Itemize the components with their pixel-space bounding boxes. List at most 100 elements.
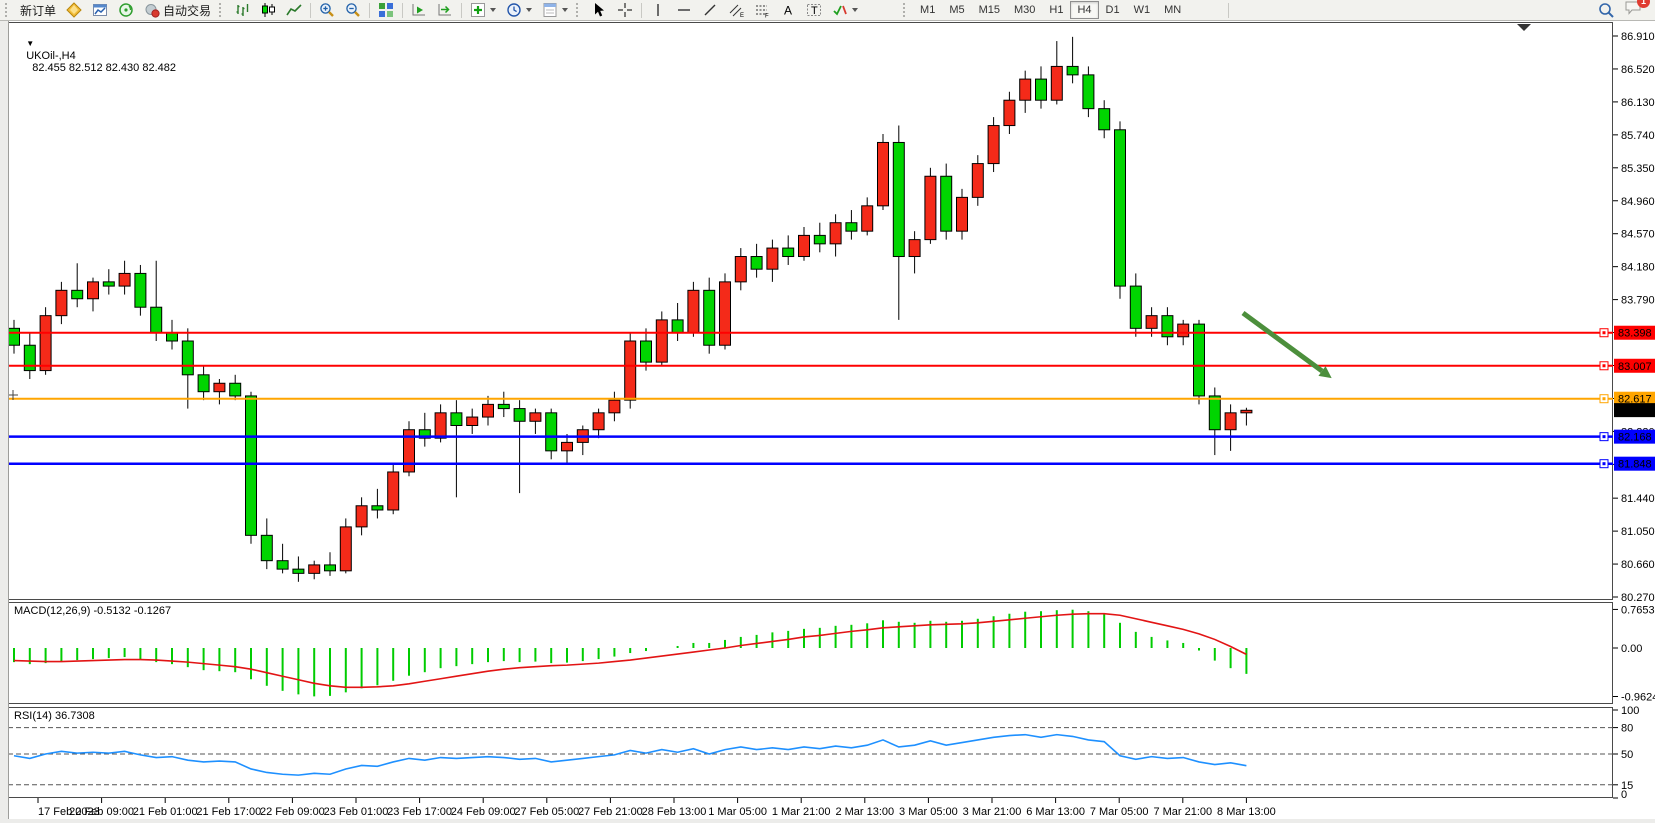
candle-up [719, 281, 731, 346]
auto-scroll-button[interactable] [406, 0, 432, 21]
candle-up [118, 272, 131, 287]
timeframe-w1-button[interactable]: W1 [1133, 4, 1151, 16]
vertical-line-button[interactable] [645, 0, 671, 21]
new-order-label: 新订单 [20, 3, 57, 18]
equidistant-channel-button[interactable]: E [723, 0, 749, 21]
chevron-down-icon [526, 8, 533, 12]
chart-symbol-period: UKOil-,H4 [26, 50, 76, 62]
macd-panel-frame [8, 602, 1613, 704]
indicators-button[interactable] [465, 0, 501, 21]
down-arrow-annotation[interactable] [1241, 310, 1324, 374]
timeframe-m30-button[interactable]: M30 [1014, 4, 1036, 16]
zoom-out-button[interactable] [340, 0, 366, 21]
search-button[interactable] [1593, 0, 1620, 21]
candle-down [845, 222, 858, 232]
crosshair-button[interactable] [612, 0, 638, 21]
chart-shift-button[interactable] [432, 0, 458, 21]
market-watch-button[interactable] [87, 0, 113, 21]
price-tick-label: 85.740 [1621, 130, 1655, 142]
gold-diamond-icon [66, 2, 82, 18]
timeframe-m15-button[interactable]: M15 [978, 4, 1000, 16]
templates-button[interactable] [537, 0, 573, 21]
candle-up [55, 289, 68, 317]
metaquotes-button[interactable] [61, 0, 87, 21]
chart-ohlc-quote: 82.455 82.512 82.430 82.482 [32, 62, 176, 74]
candle-up [1240, 409, 1253, 414]
price-tick-label: 86.910 [1621, 31, 1655, 43]
tile-windows-button[interactable] [373, 0, 399, 21]
autotrading-button[interactable]: 自动交易 [139, 0, 216, 21]
trendline-button[interactable] [697, 0, 723, 21]
text-label-button[interactable]: T [801, 0, 827, 21]
timeframe-mn-button[interactable]: MN [1164, 4, 1182, 16]
candlestick-chart-button[interactable] [255, 0, 281, 21]
rsi-tick-label: 15 [1621, 780, 1633, 792]
template-icon [543, 3, 557, 17]
timeframe-d1-button[interactable]: D1 [1105, 4, 1120, 16]
candle-down [229, 382, 242, 397]
arrow-objects-icon [833, 5, 847, 16]
candle-down [181, 340, 194, 376]
time-tick-label: 17 Feb 2023 [38, 806, 100, 818]
time-tick-label: 24 Feb 09:00 [451, 806, 516, 818]
candle-up [1224, 412, 1237, 431]
notifications-button[interactable]: 1 [1624, 0, 1650, 21]
cursor-button[interactable] [586, 0, 612, 21]
new-order-button[interactable]: 新订单 [15, 0, 61, 21]
candle-down [1066, 65, 1079, 76]
bar-chart-button[interactable] [229, 0, 255, 21]
candle-up [592, 412, 605, 431]
autotrading-icon [145, 4, 160, 18]
rsi-line [13, 733, 1247, 776]
periods-button[interactable] [501, 0, 537, 21]
candle-up [624, 340, 637, 401]
crosshair-icon [618, 3, 633, 17]
chevron-down-icon [490, 8, 497, 12]
candle-down [813, 234, 826, 245]
fibonacci-icon: F [756, 5, 769, 18]
line-chart-button[interactable] [281, 0, 307, 21]
rsi-tick-label: 100 [1621, 705, 1639, 717]
fibonacci-button[interactable]: F [749, 0, 775, 21]
timeframe-h1-button[interactable]: H1 [1049, 4, 1064, 16]
timeframe-m5-button[interactable]: M5 [949, 4, 965, 16]
navigator-button[interactable] [113, 0, 139, 21]
collapse-triangle-icon[interactable]: ▼ [26, 39, 35, 48]
down-arrow-annotation-head[interactable] [1318, 366, 1332, 379]
candle-up [1019, 78, 1032, 101]
timeframe-m1-button[interactable]: M1 [920, 4, 936, 16]
toolbar-grip[interactable] [219, 3, 224, 17]
time-tick-label: 8 Mar 13:00 [1217, 806, 1276, 818]
candle-up [987, 125, 1000, 165]
toolbar-grip[interactable] [576, 3, 581, 17]
vertical-line-icon [657, 4, 659, 16]
text-button[interactable]: A [775, 0, 801, 21]
price-level-badge-label: 83.398 [1618, 328, 1652, 340]
arrows-button[interactable] [827, 0, 863, 21]
cursor-arrow-icon [595, 3, 605, 17]
trendline-icon [704, 4, 716, 16]
time-tick-label: 21 Feb 17:00 [196, 806, 261, 818]
timeframe-h4-button[interactable]: H4 [1070, 1, 1099, 19]
candle-up [956, 196, 968, 232]
chart-shift-marker[interactable] [1517, 24, 1531, 31]
candle-down [1082, 74, 1095, 110]
zoom-in-button[interactable] [314, 0, 340, 21]
candle-down [8, 327, 20, 346]
svg-text:A: A [784, 4, 792, 18]
candle-down [750, 256, 763, 270]
candle-up [482, 403, 494, 418]
candle-down [940, 175, 953, 232]
candle-down [1098, 108, 1111, 131]
search-icon [1599, 2, 1614, 18]
toolbar-grip[interactable] [903, 3, 908, 17]
toolbar-separator [310, 2, 312, 18]
clock-icon [507, 3, 521, 17]
candle-up [608, 399, 621, 414]
price-level-badge [1614, 456, 1655, 471]
line-handle-dot [1602, 435, 1606, 439]
candle-down [1161, 315, 1174, 338]
toolbar-grip[interactable] [5, 3, 10, 17]
horizontal-line-button[interactable] [671, 0, 697, 21]
